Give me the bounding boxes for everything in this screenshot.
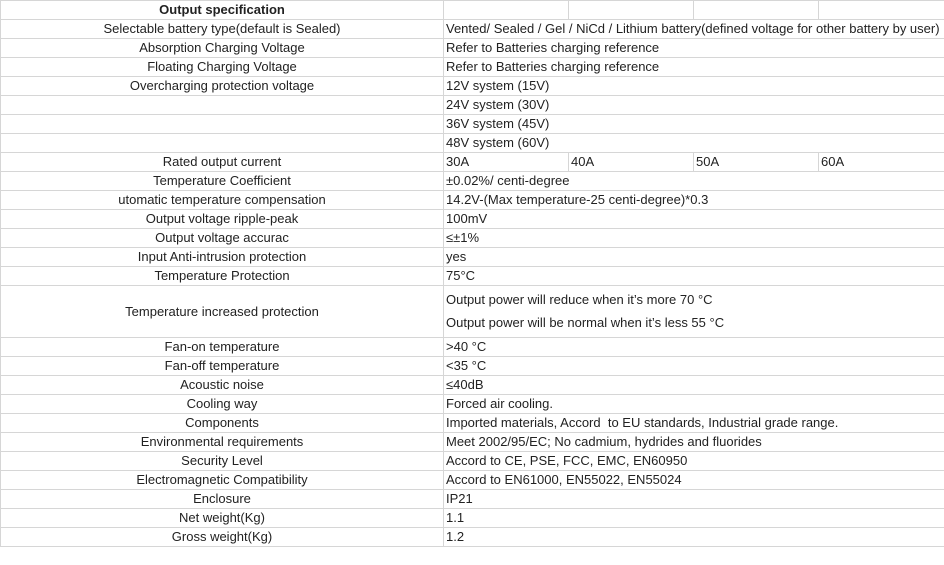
- spec-row: Absorption Charging Voltage Refer to Batt…: [0, 38, 944, 58]
- spec-label: Temperature Protection: [0, 266, 444, 286]
- spec-label: Cooling way: [0, 394, 444, 414]
- spec-value: 14.2V-(Max temperature-25 centi-degree)*…: [443, 190, 944, 210]
- spec-row: utomatic temperature compensation 14.2V-(…: [0, 190, 944, 210]
- spec-label: Output voltage ripple-peak: [0, 209, 444, 229]
- spec-label: Input Anti-intrusion protection: [0, 247, 444, 267]
- spec-label: Enclosure: [0, 489, 444, 509]
- spec-label-empty: [0, 133, 444, 153]
- spec-row: Temperature Coefficient ±0.02%/ centi-deg…: [0, 171, 944, 191]
- spec-row: Temperature increased protection Output p…: [0, 285, 944, 338]
- spec-label: Environmental requirements: [0, 432, 444, 452]
- spec-value: IP21: [443, 489, 944, 509]
- spec-value: ≤±1%: [443, 228, 944, 248]
- spec-label: Gross weight(Kg): [0, 527, 444, 547]
- spec-row: Enclosure IP21: [0, 489, 944, 509]
- spec-label: Temperature increased protection: [0, 285, 444, 338]
- spec-row: 36V system (45V): [0, 114, 944, 134]
- spec-value: 40A: [568, 152, 694, 172]
- spec-value: Vented/ Sealed / Gel / NiCd / Lithium ba…: [443, 19, 944, 39]
- table-title: Output specification: [0, 0, 444, 20]
- spec-value: Output power will reduce when it’s more …: [443, 285, 944, 338]
- spec-value: Refer to Batteries charging reference: [443, 38, 944, 58]
- spec-value: Meet 2002/95/EC; No cadmium, hydrides an…: [443, 432, 944, 452]
- spec-value: Refer to Batteries charging reference: [443, 57, 944, 77]
- spec-row: Fan-on temperature >40 °C: [0, 337, 944, 357]
- spec-row: Gross weight(Kg) 1.2: [0, 527, 944, 547]
- spec-row: Environmental requirements Meet 2002/95/E…: [0, 432, 944, 452]
- spec-label-empty: [0, 95, 444, 115]
- spec-table: Output specification Selectable battery …: [0, 0, 944, 547]
- spec-label: utomatic temperature compensation: [0, 190, 444, 210]
- spec-row: 48V system (60V): [0, 133, 944, 153]
- spec-label: Security Level: [0, 451, 444, 471]
- spec-row: Input Anti-intrusion protection yes: [0, 247, 944, 267]
- spec-value: 30A: [443, 152, 569, 172]
- spec-label: Output voltage accurac: [0, 228, 444, 248]
- spec-row: Net weight(Kg) 1.1: [0, 508, 944, 528]
- header-cell: [568, 0, 694, 20]
- spec-row: Security Level Accord to CE, PSE, FCC, EM…: [0, 451, 944, 471]
- spec-line: Output power will reduce when it’s more …: [446, 292, 713, 307]
- header-cell: [693, 0, 819, 20]
- header-cell: [443, 0, 569, 20]
- spec-value: 75°C: [443, 266, 944, 286]
- spec-row: Electromagnetic Compatibility Accord to E…: [0, 470, 944, 490]
- spec-label: Overcharging protection voltage: [0, 76, 444, 96]
- spec-value: 100mV: [443, 209, 944, 229]
- spec-row: Temperature Protection 75°C: [0, 266, 944, 286]
- spec-row: Output voltage accurac ≤±1%: [0, 228, 944, 248]
- spec-label: Net weight(Kg): [0, 508, 444, 528]
- spec-row: Acoustic noise ≤40dB: [0, 375, 944, 395]
- spec-label: Temperature Coefficient: [0, 171, 444, 191]
- spec-label: Components: [0, 413, 444, 433]
- spec-label: Rated output current: [0, 152, 444, 172]
- spec-row: Fan-off temperature <35 °C: [0, 356, 944, 376]
- spec-row: Output voltage ripple-peak 100mV: [0, 209, 944, 229]
- spec-label: Electromagnetic Compatibility: [0, 470, 444, 490]
- spec-label: Selectable battery type(default is Seale…: [0, 19, 444, 39]
- spec-label: Fan-on temperature: [0, 337, 444, 357]
- spec-label: Acoustic noise: [0, 375, 444, 395]
- spec-label: Floating Charging Voltage: [0, 57, 444, 77]
- spec-value: Imported materials, Accord to EU standar…: [443, 413, 944, 433]
- header-row: Output specification: [0, 0, 944, 20]
- spec-label-empty: [0, 114, 444, 134]
- spec-row: 24V system (30V): [0, 95, 944, 115]
- spec-row: Rated output current 30A 40A 50A 60A: [0, 152, 944, 172]
- spec-value: 36V system (45V): [443, 114, 944, 134]
- spec-row: Overcharging protection voltage 12V syste…: [0, 76, 944, 96]
- spec-value: 1.2: [443, 527, 944, 547]
- spec-row: Cooling way Forced air cooling.: [0, 394, 944, 414]
- spec-row: Components Imported materials, Accord to …: [0, 413, 944, 433]
- spec-label: Fan-off temperature: [0, 356, 444, 376]
- spec-value: 50A: [693, 152, 819, 172]
- spec-row: Floating Charging Voltage Refer to Batter…: [0, 57, 944, 77]
- table-body: Output specification Selectable battery …: [0, 0, 944, 547]
- spec-label: Absorption Charging Voltage: [0, 38, 444, 58]
- spec-value: >40 °C: [443, 337, 944, 357]
- spec-value: 48V system (60V): [443, 133, 944, 153]
- spec-value: 24V system (30V): [443, 95, 944, 115]
- spec-line: Output power will be normal when it’s le…: [446, 315, 725, 330]
- spec-value: ±0.02%/ centi-degree: [443, 171, 944, 191]
- header-cell: [818, 0, 944, 20]
- spec-row: Selectable battery type(default is Seale…: [0, 19, 944, 39]
- spec-value: ≤40dB: [443, 375, 944, 395]
- spec-value: 1.1: [443, 508, 944, 528]
- spec-value: Forced air cooling.: [443, 394, 944, 414]
- spec-value: 60A: [818, 152, 944, 172]
- spec-value: yes: [443, 247, 944, 267]
- spec-value: <35 °C: [443, 356, 944, 376]
- spec-value: 12V system (15V): [443, 76, 944, 96]
- spec-value: Accord to CE, PSE, FCC, EMC, EN60950: [443, 451, 944, 471]
- spec-value: Accord to EN61000, EN55022, EN55024: [443, 470, 944, 490]
